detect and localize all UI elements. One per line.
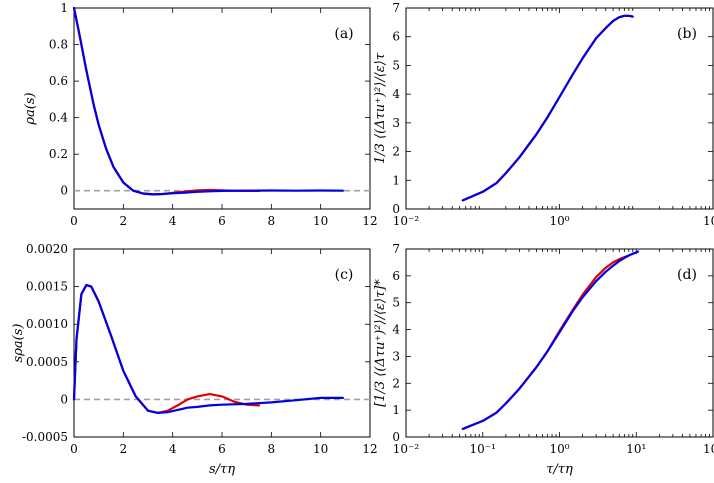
series-line-blue — [461, 14, 634, 202]
x-tick-label: 10² — [703, 442, 714, 456]
y-tick-label: 0.0010 — [26, 317, 68, 331]
panel-label: (c) — [335, 267, 354, 283]
x-axis-label: s/τη — [209, 462, 235, 477]
y-tick-label: 3 — [392, 116, 400, 130]
y-tick-label: 1 — [60, 1, 68, 15]
x-tick-label: 12 — [362, 214, 377, 228]
axes-frame — [405, 248, 714, 438]
panel-label: (a) — [334, 26, 353, 42]
panel-a: 0 2 4 6 8 10 12 0 0.2 0.4 0.6 0.8 1 (a) ρa(s) — [23, 1, 378, 228]
x-tick-label: 2 — [120, 442, 128, 456]
axes-frame — [73, 7, 371, 210]
series-line-red — [72, 284, 261, 414]
series-line-red — [461, 14, 634, 202]
series-line-red — [72, 6, 261, 196]
y-axis-label: ρa(s) — [23, 92, 38, 125]
y-tick-label: 0.0020 — [26, 242, 68, 256]
y-tick-label: 3 — [392, 349, 400, 363]
x-tick-label: 10⁰ — [549, 442, 569, 456]
x-tick-label: 8 — [268, 442, 276, 456]
x-tick-label: 0 — [70, 214, 78, 228]
x-tick-label: 6 — [218, 442, 226, 456]
y-tick-label: 0 — [60, 392, 68, 406]
x-tick-label: 10⁻² — [393, 214, 420, 228]
x-tick-label: 10 — [313, 214, 328, 228]
y-axis-label: 1/3 ⟨(Δτu⁺)²⟩/⟨ε⟩τ — [373, 52, 388, 164]
x-axis-label: τ/τη — [546, 462, 573, 477]
series-line-red — [461, 254, 630, 430]
y-tick-label: 7 — [392, 1, 400, 15]
y-tick-label: 6 — [392, 269, 400, 283]
y-tick-label: 0 — [392, 430, 400, 444]
x-tick-label: 10⁻¹ — [470, 442, 496, 456]
y-tick-label: 1 — [392, 403, 400, 417]
x-tick-label: 4 — [169, 214, 177, 228]
y-tick-label: 0.8 — [49, 38, 68, 52]
y-axis-label: [1/3 ⟨(Δτu⁺)²⟩/⟨ε⟩τ]* — [373, 279, 388, 407]
panel-d: 10⁻² 10⁻¹ 10⁰ 10¹ 10² 0 1 2 3 4 5 6 7 (d) [1/3 ⟨(Δτu⁺)… — [373, 242, 714, 477]
panel-b: 10⁻² 10⁰ 10² 0 1 2 3 4 5 6 7 (b) 1/3 ⟨(Δτu⁺)²⟩/⟨ε⟩τ — [373, 1, 714, 228]
y-tick-label: 0.4 — [49, 111, 68, 125]
axes-frame — [73, 248, 371, 438]
y-tick-label: 7 — [392, 242, 400, 256]
y-tick-label: 0.0015 — [26, 280, 68, 294]
y-tick-label: 5 — [392, 58, 400, 72]
y-tick-label: 0 — [60, 184, 68, 198]
x-tick-label: 8 — [268, 214, 276, 228]
y-tick-label: 6 — [392, 30, 400, 44]
y-tick-label: 0.6 — [49, 74, 68, 88]
x-tick-label: 10¹ — [626, 442, 646, 456]
panel-label: (b) — [677, 26, 697, 42]
y-tick-label: 5 — [392, 296, 400, 310]
y-tick-label: 4 — [392, 87, 400, 101]
x-tick-label: 10⁻² — [393, 442, 420, 456]
x-tick-label: 6 — [218, 214, 226, 228]
panel-c: 0 2 4 6 8 10 12-0.000500.00050.00100.00150.002… — [11, 242, 378, 477]
panel-label: (d) — [677, 267, 697, 283]
series-line-blue — [461, 250, 639, 430]
x-tick-label: 4 — [169, 442, 177, 456]
x-tick-label: 10⁰ — [549, 214, 569, 228]
x-tick-label: 10² — [703, 214, 714, 228]
x-tick-label: 0 — [70, 442, 78, 456]
y-tick-label: 2 — [392, 376, 400, 390]
series-line-blue — [72, 6, 344, 196]
x-tick-label: 2 — [120, 214, 128, 228]
x-tick-label: 10 — [313, 442, 328, 456]
x-tick-label: 12 — [362, 442, 377, 456]
y-tick-label: 0.0005 — [26, 355, 68, 369]
y-tick-label: -0.0005 — [22, 430, 68, 444]
y-tick-label: 0.2 — [49, 147, 68, 161]
y-tick-label: 4 — [392, 323, 400, 337]
axes-frame — [405, 7, 714, 210]
y-tick-label: 1 — [392, 173, 400, 187]
y-axis-label: sρa(s) — [11, 324, 26, 363]
y-tick-label: 2 — [392, 145, 400, 159]
series-line-blue — [72, 284, 344, 414]
y-tick-label: 0 — [392, 202, 400, 216]
